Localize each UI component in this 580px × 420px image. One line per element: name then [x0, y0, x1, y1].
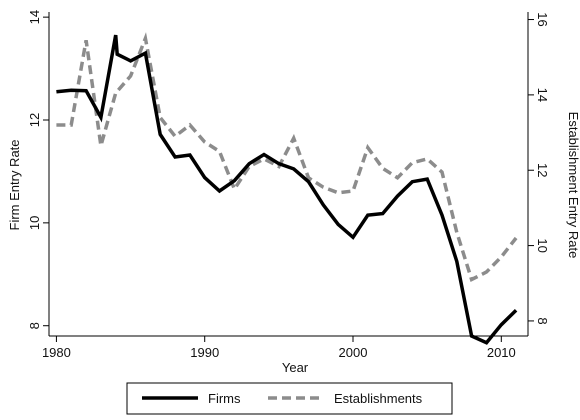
y-axis-left-label: Firm Entry Rate	[7, 139, 22, 230]
y-left-tick-label-12: 12	[27, 113, 42, 127]
y-right-tick-label-8: 8	[535, 317, 550, 324]
x-tick-label-2010: 2010	[487, 345, 516, 360]
x-axis-label: Year	[282, 360, 309, 375]
series-line-firms	[56, 34, 518, 345]
y-right-tick-label-14: 14	[535, 88, 550, 102]
y-left-tick-label-10: 10	[27, 216, 42, 230]
y-axis-right-label: Establishment Entry Rate	[566, 112, 580, 259]
legend-establishments-label: Establishments	[334, 391, 423, 406]
series-layer	[56, 32, 518, 345]
x-tick-label-1990: 1990	[190, 345, 219, 360]
y-right-tick-label-12: 12	[535, 163, 550, 177]
axis-ticks: 1980 1990 2000 2010 8 10 12 14 8 10 12 14 16	[27, 10, 550, 360]
y-right-tick-label-10: 10	[535, 238, 550, 252]
y-left-tick-label-14: 14	[27, 10, 42, 24]
plot-frame	[48, 12, 529, 337]
x-tick-label-2000: 2000	[339, 345, 368, 360]
series-line-establishments	[56, 32, 518, 282]
y-left-tick-label-8: 8	[27, 322, 42, 329]
legend: Firms Establishments	[126, 382, 453, 415]
legend-firms-label: Firms	[208, 391, 241, 406]
x-tick-label-1980: 1980	[42, 345, 71, 360]
y-right-tick-label-16: 16	[535, 12, 550, 26]
